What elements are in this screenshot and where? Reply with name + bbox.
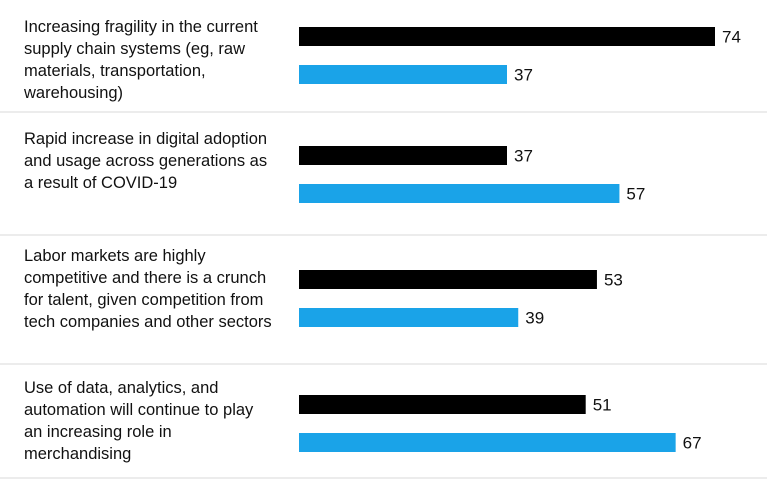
bar-series1-category3 [299, 270, 597, 289]
category-label-supply-chain: Increasing fragility in the current supp… [24, 18, 258, 102]
data-label-series1-category2: 37 [514, 147, 533, 166]
data-label-series2-category1: 37 [514, 66, 533, 85]
bar-series1-category1 [299, 27, 715, 46]
bar-series1-category2 [299, 146, 507, 165]
data-label-series1-category4: 51 [593, 396, 612, 415]
bar-series2-category3 [299, 308, 519, 327]
data-label-series2-category2: 57 [626, 185, 645, 204]
bar-series2-category2 [299, 184, 620, 203]
data-label-series1-category1: 74 [722, 28, 741, 47]
data-label-series2-category4: 67 [683, 434, 702, 453]
category-label-data-analytics: Use of data, analytics, and automation w… [24, 379, 254, 463]
data-label-series1-category3: 53 [604, 271, 623, 290]
category-label-labor-markets: Labor markets are highly competitive and… [24, 247, 272, 331]
data-label-series2-category3: 39 [525, 309, 544, 328]
category-label-digital-adoption: Rapid increase in digital adoption and u… [24, 130, 268, 192]
bar-series1-category4 [299, 395, 586, 414]
bar-series2-category1 [299, 65, 507, 84]
bar-series2-category4 [299, 433, 676, 452]
